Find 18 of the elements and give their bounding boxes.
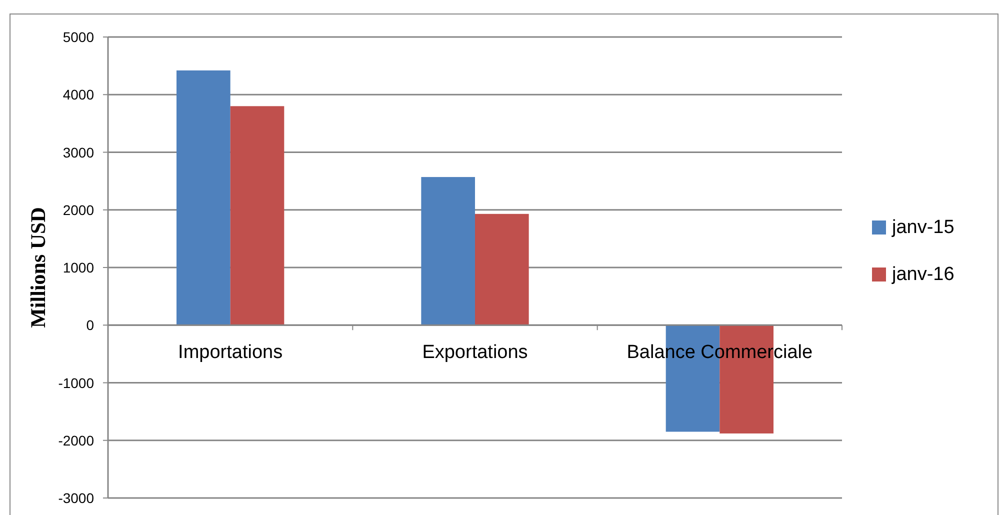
y-tick-label: 1000 <box>62 260 94 276</box>
bar <box>176 70 230 326</box>
bar <box>230 106 284 326</box>
y-tick-label: 5000 <box>62 29 94 45</box>
y-tick-label: 2000 <box>62 202 94 218</box>
y-axis-title: Millions USD <box>26 207 50 328</box>
y-tick-label: -3000 <box>58 490 94 506</box>
legend-label: janv-15 <box>891 217 954 238</box>
y-tick-label: -2000 <box>58 432 94 448</box>
y-tick-label: 3000 <box>62 144 94 160</box>
bar <box>421 177 475 326</box>
y-tick-label: 0 <box>86 317 94 334</box>
bar <box>475 214 529 326</box>
y-tick-label: 4000 <box>62 86 94 103</box>
y-tick-label: -1000 <box>58 374 94 391</box>
x-tick-label: Importations <box>178 342 283 364</box>
legend-label: janv-16 <box>891 264 954 285</box>
x-tick-label: Exportations <box>422 342 528 364</box>
